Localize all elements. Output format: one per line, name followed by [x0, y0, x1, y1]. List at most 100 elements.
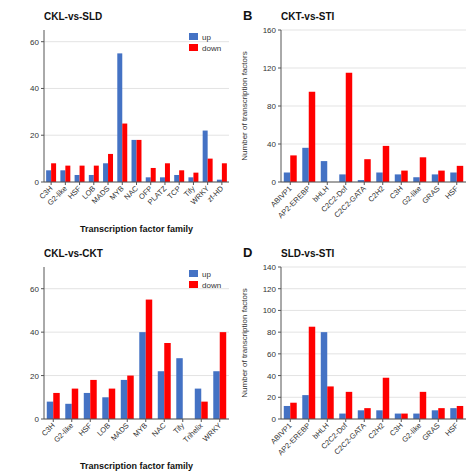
- x-tick: [164, 182, 165, 185]
- bar: [84, 393, 90, 419]
- x-tick: [382, 182, 383, 185]
- x-tick: [145, 419, 146, 422]
- bar: [346, 73, 352, 182]
- x-tick: [201, 419, 202, 422]
- y-tick-label: 0: [272, 178, 277, 187]
- bar: [195, 389, 201, 419]
- y-tick-label: 0: [35, 178, 40, 187]
- x-tick: [53, 419, 54, 422]
- y-tick-label: 100: [263, 306, 277, 315]
- x-tick: [456, 419, 457, 422]
- bar: [420, 157, 426, 182]
- grid-line: [44, 375, 229, 376]
- y-tick-label: 140: [263, 263, 277, 272]
- grid-line: [281, 310, 466, 311]
- x-tick-label: G2-like: [46, 184, 69, 207]
- x-axis-label: Transcription factor family: [80, 224, 193, 234]
- x-tick-label: MYB: [131, 421, 149, 439]
- panel: 020406080100120140ABIVP1AP2-EREBPbHLHC2C…: [240, 245, 466, 457]
- x-tick-label: AP2-EREBP: [276, 421, 312, 457]
- bar: [132, 140, 137, 182]
- bar: [383, 146, 389, 182]
- bar: [103, 163, 108, 182]
- x-tick: [419, 182, 420, 185]
- bar: [176, 358, 182, 419]
- x-tick-label: HSF: [66, 184, 83, 201]
- x-tick: [71, 419, 72, 422]
- bar: [193, 173, 198, 182]
- bar: [208, 159, 213, 182]
- legend-swatch: [189, 270, 198, 277]
- grid-line: [44, 88, 229, 89]
- bar: [151, 168, 156, 182]
- legend-swatch: [189, 33, 198, 40]
- x-tick: [438, 419, 439, 422]
- bar: [220, 332, 226, 419]
- x-tick-label: zf-HD: [205, 184, 225, 204]
- bar: [160, 177, 165, 182]
- x-tick-label: Tify: [171, 421, 186, 436]
- panel: 0204060C3HG2-likeHSFLOBMADSMYBNACOFPPLAT…: [30, 11, 229, 234]
- y-tick-label: 60: [30, 285, 39, 294]
- bar: [109, 389, 115, 419]
- bar: [72, 389, 78, 419]
- x-tick-label: G2-like: [52, 421, 75, 444]
- legend: updown: [189, 33, 221, 53]
- x-tick: [438, 182, 439, 185]
- x-tick-label: C2C2-GATA: [332, 184, 367, 219]
- grid-line: [281, 30, 466, 31]
- x-tick: [364, 419, 365, 422]
- bars: [46, 53, 227, 182]
- panel: 04080120160ABIVP1AP2-EREBPbHLHC2C2-DofC2…: [240, 8, 466, 220]
- x-tick: [182, 419, 183, 422]
- x-tick: [419, 419, 420, 422]
- x-tick: [219, 419, 220, 422]
- bar: [450, 408, 456, 419]
- x-tick-label: C2C2-GATA: [332, 421, 367, 456]
- y-tick-label: 120: [263, 285, 277, 294]
- x-tick: [308, 182, 309, 185]
- x-tick-label: Trihelix: [181, 421, 204, 444]
- bar: [321, 332, 327, 419]
- bar: [364, 408, 370, 419]
- legend: updown: [189, 270, 221, 290]
- x-tick-label: MYB: [108, 184, 126, 202]
- bar: [127, 376, 133, 419]
- x-tick-label: HSF: [77, 421, 94, 438]
- x-tick-label: MADS: [109, 421, 131, 443]
- bars: [284, 73, 463, 182]
- x-tick-label: GRAS: [420, 184, 441, 205]
- bar: [213, 371, 219, 419]
- bar: [401, 171, 407, 182]
- panel: 0204060C3HG2-likeHSFLOBMADSMYBNACTifyTri…: [30, 248, 229, 471]
- y-tick-label: 120: [263, 64, 277, 73]
- legend-label: down: [202, 44, 221, 53]
- x-tick-label: HSF: [443, 421, 460, 438]
- y-tick-label: 80: [267, 102, 276, 111]
- x-tick: [127, 419, 128, 422]
- bar: [122, 124, 127, 182]
- bar: [139, 332, 145, 419]
- x-tick: [108, 182, 109, 185]
- x-tick: [382, 419, 383, 422]
- title: CKT-vs-STI: [281, 11, 335, 22]
- x-tick: [345, 419, 346, 422]
- x-tick: [327, 182, 328, 185]
- bar: [121, 380, 127, 419]
- bar: [364, 159, 370, 182]
- bar: [188, 177, 193, 182]
- legend-label: down: [202, 281, 221, 290]
- bar: [46, 170, 51, 182]
- y-tick-label: 40: [30, 84, 39, 93]
- bar: [457, 166, 463, 182]
- bar: [413, 414, 419, 419]
- bar: [376, 410, 382, 419]
- y-axis-label: Number of transcription factors: [240, 51, 249, 160]
- bar: [158, 371, 164, 419]
- bar: [174, 175, 179, 182]
- bar: [179, 170, 184, 182]
- y-tick-label: 160: [263, 26, 277, 35]
- x-tick-label: AP2-EREBP: [276, 184, 312, 220]
- x-tick: [290, 182, 291, 185]
- x-tick-label: TCP: [166, 184, 183, 201]
